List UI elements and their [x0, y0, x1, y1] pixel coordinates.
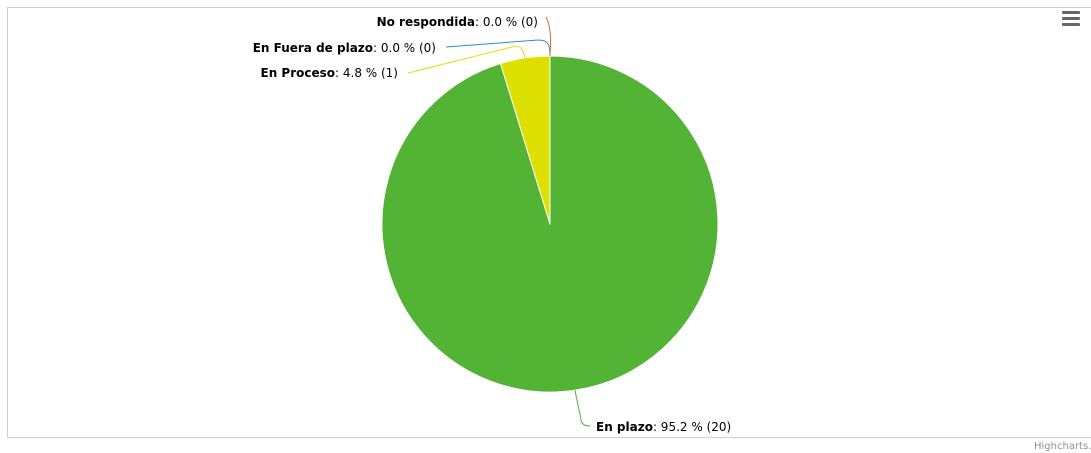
- connector-en-plazo: [574, 390, 591, 427]
- connector-en-proceso: [407, 45, 526, 74]
- data-label-name: En Proceso: [261, 66, 336, 80]
- pie-slices: [381, 55, 719, 393]
- data-label-value: : 95.2 % (20): [653, 420, 731, 434]
- data-label-value: : 0.0 % (0): [475, 15, 538, 29]
- data-label-en-fuera-de-plazo: En Fuera de plazo: 0.0 % (0): [253, 41, 436, 55]
- hamburger-menu-icon[interactable]: [1062, 11, 1080, 27]
- credits-link[interactable]: Highcharts.com: [1034, 441, 1091, 452]
- connector-en-fuera-de-plazo: [445, 39, 551, 57]
- data-label-name: En Fuera de plazo: [253, 41, 373, 55]
- data-label-en-proceso: En Proceso: 4.8 % (1): [261, 66, 399, 80]
- data-label-name: En plazo: [596, 420, 653, 434]
- data-label-value: : 0.0 % (0): [373, 41, 436, 55]
- label-connectors: [407, 16, 591, 427]
- data-label-value: : 4.8 % (1): [335, 66, 398, 80]
- data-label-no-respondida: No respondida: 0.0 % (0): [377, 15, 538, 29]
- data-label-en-plazo: En plazo: 95.2 % (20): [596, 420, 731, 434]
- connector-no-respondida: [545, 16, 551, 57]
- data-label-name: No respondida: [377, 15, 475, 29]
- slice-en-proceso[interactable]: [499, 55, 551, 225]
- data-labels: En plazo: 95.2 % (20) En Proceso: 4.8 % (…: [253, 15, 732, 434]
